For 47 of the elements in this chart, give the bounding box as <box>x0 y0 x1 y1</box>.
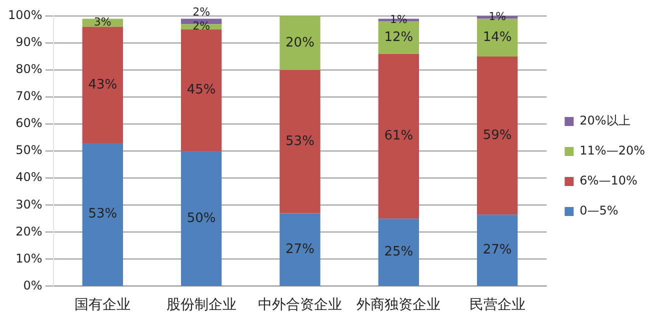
data-label: 53% <box>286 134 314 150</box>
y-tick-label: 30% <box>16 197 42 212</box>
y-tick-label: 90% <box>16 35 42 50</box>
y-tick-label: 100% <box>8 8 42 22</box>
data-label: 45% <box>186 82 216 98</box>
data-label: 14% <box>482 30 512 45</box>
bar <box>378 54 419 219</box>
y-tick-label: 0% <box>23 278 42 292</box>
x-tick-label: 股份制企业 <box>166 297 236 314</box>
bar <box>82 26 123 143</box>
data-label: 3% <box>94 16 112 29</box>
legend-label: 6%—10% <box>580 174 638 188</box>
data-label: 27% <box>482 242 512 258</box>
data-label: 50% <box>186 210 216 226</box>
y-tick-label: 40% <box>16 170 42 184</box>
y-tick-label: 70% <box>16 89 42 104</box>
bar <box>82 142 123 286</box>
y-tick-label: 60% <box>16 116 42 130</box>
bar <box>476 18 518 57</box>
y-tick-label: 20% <box>16 224 42 238</box>
legend-label: 11%—20% <box>580 144 645 158</box>
bar <box>180 151 222 286</box>
data-label: 61% <box>384 128 414 144</box>
x-tick-label: 民营企业 <box>469 297 526 314</box>
data-label: 12% <box>384 30 414 45</box>
data-label: 59% <box>482 128 512 143</box>
legend-label: 20%以上 <box>580 114 630 128</box>
x-tick-label: 中外合资企业 <box>258 297 342 314</box>
y-tick-label: 50% <box>16 143 42 158</box>
data-label: 20% <box>286 35 314 50</box>
data-label: 43% <box>88 77 118 92</box>
data-label: 27% <box>286 242 314 257</box>
x-tick-label: 国有企业 <box>74 297 131 314</box>
bar <box>476 214 518 286</box>
x-tick-label: 外商独资企业 <box>356 297 441 314</box>
bar <box>180 30 222 152</box>
data-label: 25% <box>384 244 414 260</box>
data-label: 2% <box>192 6 210 19</box>
bar <box>280 213 320 286</box>
y-tick-label: 80% <box>16 62 42 76</box>
data-label: 53% <box>88 206 118 222</box>
bar <box>378 218 419 286</box>
legend-label: 0—5% <box>580 204 618 218</box>
bar <box>476 56 518 215</box>
bar <box>280 70 320 214</box>
y-tick-label: 10% <box>16 251 42 266</box>
bar <box>280 16 320 70</box>
